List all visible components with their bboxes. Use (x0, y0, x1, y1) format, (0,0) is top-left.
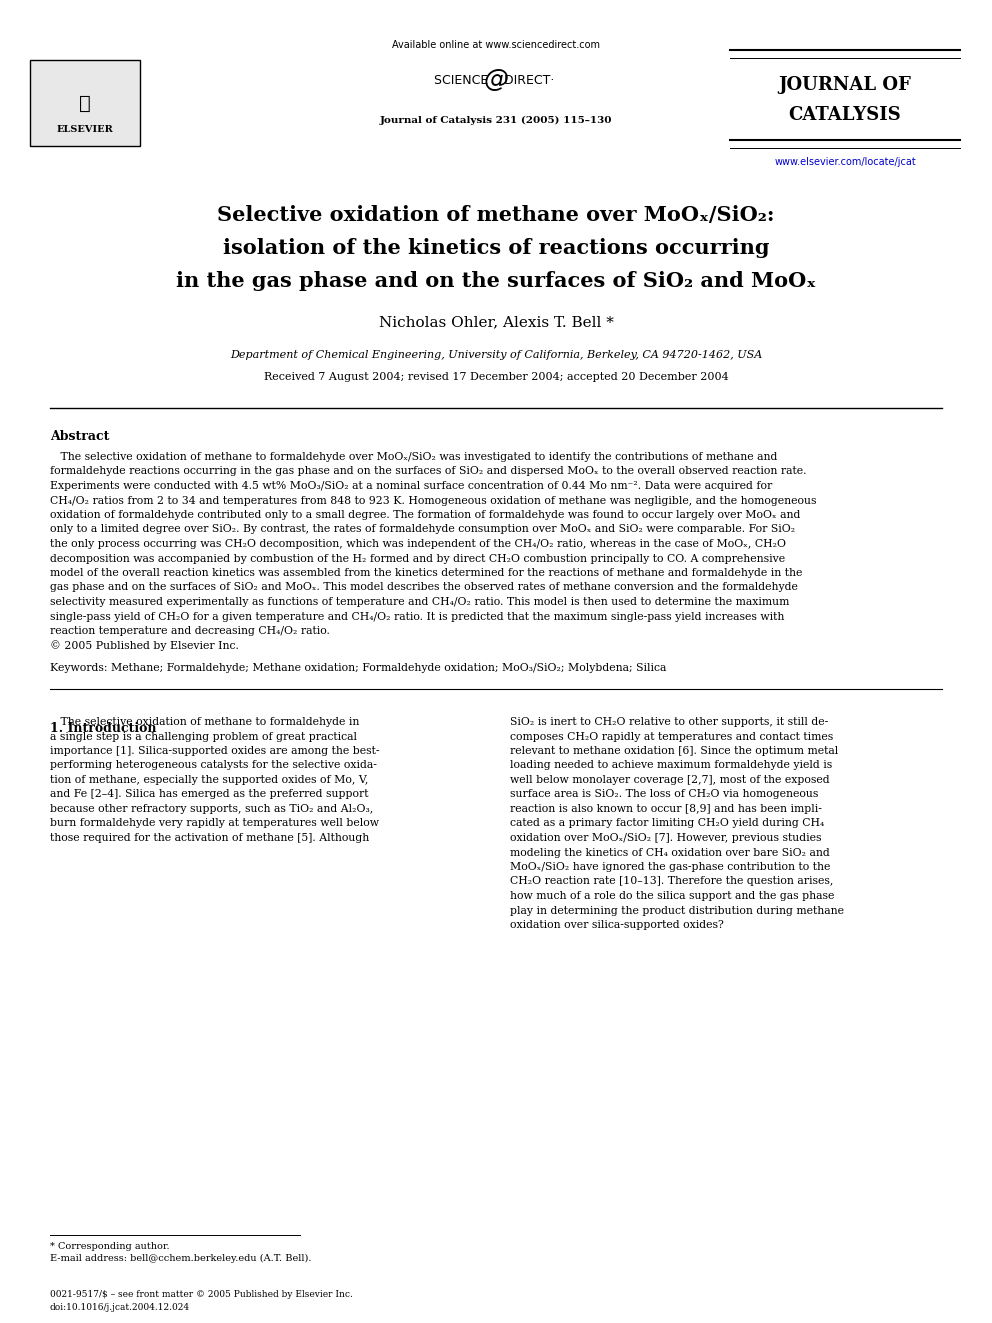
Text: 0021-9517/$ – see front matter © 2005 Published by Elsevier Inc.: 0021-9517/$ – see front matter © 2005 Pu… (50, 1290, 353, 1299)
Text: gas phase and on the surfaces of SiO₂ and MoOₓ. This model describes the observe: gas phase and on the surfaces of SiO₂ an… (50, 582, 798, 593)
Text: selectivity measured experimentally as functions of temperature and CH₄/O₂ ratio: selectivity measured experimentally as f… (50, 597, 790, 607)
Text: doi:10.1016/j.jcat.2004.12.024: doi:10.1016/j.jcat.2004.12.024 (50, 1303, 190, 1312)
Text: those required for the activation of methane [5]. Although: those required for the activation of met… (50, 833, 369, 843)
Text: 🌳: 🌳 (79, 94, 91, 112)
Text: Selective oxidation of methane over MoOₓ/SiO₂:: Selective oxidation of methane over MoOₓ… (217, 205, 775, 225)
Text: oxidation over silica-supported oxides?: oxidation over silica-supported oxides? (510, 919, 724, 930)
Text: loading needed to achieve maximum formaldehyde yield is: loading needed to achieve maximum formal… (510, 761, 832, 770)
Text: JOURNAL OF: JOURNAL OF (779, 75, 912, 94)
Text: model of the overall reaction kinetics was assembled from the kinetics determine: model of the overall reaction kinetics w… (50, 568, 803, 578)
Text: © 2005 Published by Elsevier Inc.: © 2005 Published by Elsevier Inc. (50, 640, 239, 651)
Text: CH₂O reaction rate [10–13]. Therefore the question arises,: CH₂O reaction rate [10–13]. Therefore th… (510, 877, 833, 886)
Text: MoOₓ/SiO₂ have ignored the gas-phase contribution to the: MoOₓ/SiO₂ have ignored the gas-phase con… (510, 863, 830, 872)
Text: the only process occurring was CH₂O decomposition, which was independent of the : the only process occurring was CH₂O deco… (50, 538, 786, 549)
Text: in the gas phase and on the surfaces of SiO₂ and MoOₓ: in the gas phase and on the surfaces of … (176, 271, 816, 291)
Text: The selective oxidation of methane to formaldehyde over MoOₓ/SiO₂ was investigat: The selective oxidation of methane to fo… (50, 452, 778, 462)
Text: CATALYSIS: CATALYSIS (789, 106, 902, 124)
Text: surface area is SiO₂. The loss of CH₂O via homogeneous: surface area is SiO₂. The loss of CH₂O v… (510, 790, 818, 799)
Text: tion of methane, especially the supported oxides of Mo, V,: tion of methane, especially the supporte… (50, 775, 368, 785)
Text: CH₄/O₂ ratios from 2 to 34 and temperatures from 848 to 923 K. Homogeneous oxida: CH₄/O₂ ratios from 2 to 34 and temperatu… (50, 496, 816, 505)
Text: oxidation of formaldehyde contributed only to a small degree. The formation of f: oxidation of formaldehyde contributed on… (50, 509, 801, 520)
Text: only to a limited degree over SiO₂. By contrast, the rates of formaldehyde consu: only to a limited degree over SiO₂. By c… (50, 524, 796, 534)
Text: decomposition was accompanied by combustion of the H₂ formed and by direct CH₂O : decomposition was accompanied by combust… (50, 553, 785, 564)
Text: cated as a primary factor limiting CH₂O yield during CH₄: cated as a primary factor limiting CH₂O … (510, 819, 824, 828)
Text: Received 7 August 2004; revised 17 December 2004; accepted 20 December 2004: Received 7 August 2004; revised 17 Decem… (264, 372, 728, 382)
Text: oxidation over MoOₓ/SiO₂ [7]. However, previous studies: oxidation over MoOₓ/SiO₂ [7]. However, p… (510, 833, 821, 843)
Text: reaction is also known to occur [8,9] and has been impli-: reaction is also known to occur [8,9] an… (510, 804, 822, 814)
Text: DIRECT·: DIRECT· (496, 74, 555, 86)
Text: * Corresponding author.: * Corresponding author. (50, 1242, 170, 1252)
Text: Experiments were conducted with 4.5 wt% MoO₃/SiO₂ at a nominal surface concentra: Experiments were conducted with 4.5 wt% … (50, 482, 772, 491)
Text: and Fe [2–4]. Silica has emerged as the preferred support: and Fe [2–4]. Silica has emerged as the … (50, 790, 368, 799)
Text: @: @ (483, 67, 509, 93)
Text: Journal of Catalysis 231 (2005) 115–130: Journal of Catalysis 231 (2005) 115–130 (380, 115, 612, 124)
Text: modeling the kinetics of CH₄ oxidation over bare SiO₂ and: modeling the kinetics of CH₄ oxidation o… (510, 848, 829, 857)
Text: SCIENCE: SCIENCE (434, 74, 496, 86)
Text: www.elsevier.com/locate/jcat: www.elsevier.com/locate/jcat (774, 157, 916, 167)
Text: performing heterogeneous catalysts for the selective oxida-: performing heterogeneous catalysts for t… (50, 761, 377, 770)
Text: importance [1]. Silica-supported oxides are among the best-: importance [1]. Silica-supported oxides … (50, 746, 380, 755)
Text: how much of a role do the silica support and the gas phase: how much of a role do the silica support… (510, 890, 834, 901)
Text: reaction temperature and decreasing CH₄/O₂ ratio.: reaction temperature and decreasing CH₄/… (50, 626, 330, 636)
Text: because other refractory supports, such as TiO₂ and Al₂O₃,: because other refractory supports, such … (50, 804, 373, 814)
Text: Keywords: Methane; Formaldehyde; Methane oxidation; Formaldehyde oxidation; MoO₃: Keywords: Methane; Formaldehyde; Methane… (50, 663, 667, 673)
Text: ELSEVIER: ELSEVIER (57, 126, 113, 135)
Text: isolation of the kinetics of reactions occurring: isolation of the kinetics of reactions o… (223, 238, 769, 258)
Text: Nicholas Ohler, Alexis T. Bell *: Nicholas Ohler, Alexis T. Bell * (379, 315, 613, 329)
Text: relevant to methane oxidation [6]. Since the optimum metal: relevant to methane oxidation [6]. Since… (510, 746, 838, 755)
Text: burn formaldehyde very rapidly at temperatures well below: burn formaldehyde very rapidly at temper… (50, 819, 379, 828)
Text: a single step is a challenging problem of great practical: a single step is a challenging problem o… (50, 732, 357, 741)
Text: formaldehyde reactions occurring in the gas phase and on the surfaces of SiO₂ an: formaldehyde reactions occurring in the … (50, 467, 806, 476)
Text: Available online at www.sciencedirect.com: Available online at www.sciencedirect.co… (392, 40, 600, 50)
Text: The selective oxidation of methane to formaldehyde in: The selective oxidation of methane to fo… (50, 717, 359, 728)
Text: single-pass yield of CH₂O for a given temperature and CH₄/O₂ ratio. It is predic: single-pass yield of CH₂O for a given te… (50, 611, 785, 622)
Text: SiO₂ is inert to CH₂O relative to other supports, it still de-: SiO₂ is inert to CH₂O relative to other … (510, 717, 828, 728)
Text: Department of Chemical Engineering, University of California, Berkeley, CA 94720: Department of Chemical Engineering, Univ… (230, 351, 762, 360)
Text: Abstract: Abstract (50, 430, 109, 443)
Bar (30, 60, 140, 146)
Text: E-mail address: bell@cchem.berkeley.edu (A.T. Bell).: E-mail address: bell@cchem.berkeley.edu … (50, 1254, 311, 1263)
Text: composes CH₂O rapidly at temperatures and contact times: composes CH₂O rapidly at temperatures an… (510, 732, 833, 741)
Text: well below monolayer coverage [2,7], most of the exposed: well below monolayer coverage [2,7], mos… (510, 775, 829, 785)
Text: play in determining the product distribution during methane: play in determining the product distribu… (510, 905, 844, 916)
Text: 1. Introduction: 1. Introduction (50, 722, 157, 736)
